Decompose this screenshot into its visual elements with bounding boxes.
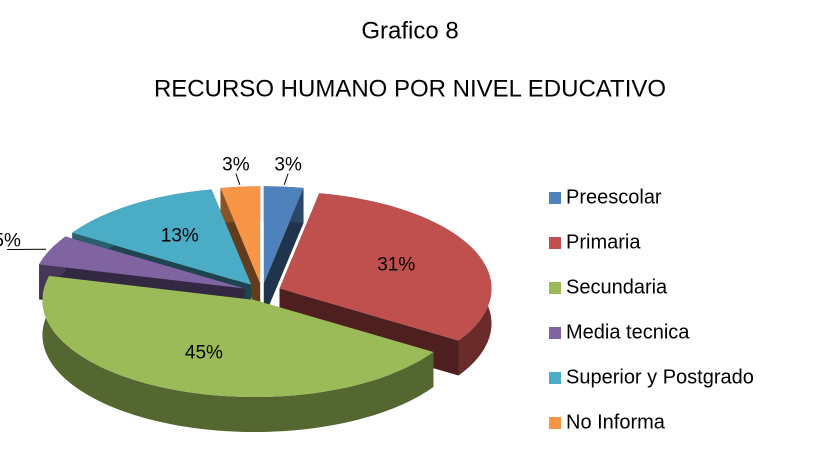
legend-label: Primaria <box>566 231 641 253</box>
data-label: 31% <box>377 254 415 275</box>
legend-label: Preescolar <box>566 186 662 208</box>
slice <box>263 186 304 319</box>
slice-wall <box>42 275 434 433</box>
leader-line <box>283 173 289 185</box>
chart-title: Grafico 8 <box>361 17 458 44</box>
legend-swatch <box>549 372 561 384</box>
legend-swatch <box>549 417 561 429</box>
slice-top <box>72 189 252 285</box>
slice-top <box>279 193 492 341</box>
legend-label: Media tecnica <box>566 321 690 343</box>
data-label: 45% <box>185 342 223 363</box>
chart-subtitle: RECURSO HUMANO POR NIVEL EDUCATIVO <box>154 75 666 102</box>
slice <box>279 193 492 376</box>
slice-top <box>220 186 261 284</box>
data-label: 5% <box>0 231 21 252</box>
data-label: 3% <box>274 155 302 176</box>
slice-top <box>263 186 304 284</box>
data-label: 3% <box>222 155 250 176</box>
legend-swatch <box>549 192 561 204</box>
legend-label: No Informa <box>566 411 666 433</box>
data-label: 13% <box>161 226 199 247</box>
legend-label: Superior y Postgrado <box>566 366 754 388</box>
legend-label: Secundaria <box>566 276 668 298</box>
slice <box>42 275 434 433</box>
legend-swatch <box>549 237 561 249</box>
leader-line <box>235 173 241 185</box>
legend-swatch <box>549 282 561 294</box>
slice-top <box>42 275 434 398</box>
legend-swatch <box>549 327 561 339</box>
slice-top <box>39 236 245 289</box>
